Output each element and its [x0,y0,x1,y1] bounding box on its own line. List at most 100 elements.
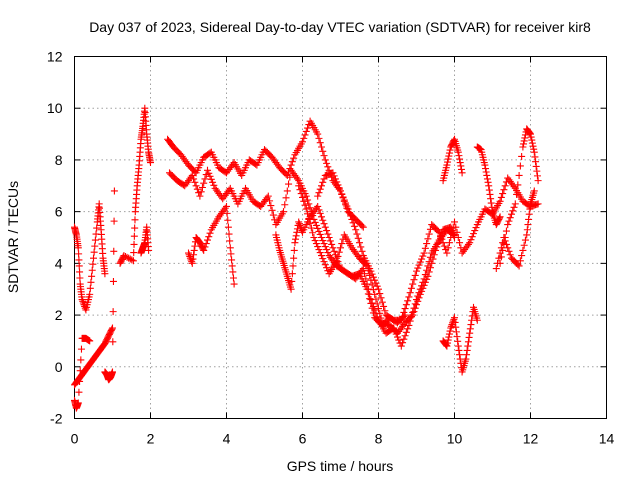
data-point [371,306,379,314]
data-point [362,275,370,283]
data-point [444,155,452,163]
data-point [281,201,289,209]
data-point [399,339,407,347]
data-point [201,243,209,251]
data-point [510,203,518,211]
data-point [416,258,424,266]
data-point [528,139,536,147]
data-point [482,165,490,173]
data-point [371,276,379,284]
data-point [471,227,479,235]
x-axis-label: GPS time / hours [287,458,394,474]
data-point [368,270,376,278]
data-point [87,278,95,286]
data-point [397,316,405,324]
data-point [295,182,303,190]
data-point [75,388,83,396]
data-point [521,131,529,139]
series-track-k [295,182,458,337]
data-point [495,214,503,222]
data-point [302,127,310,135]
data-point [496,197,504,205]
data-point [86,337,94,345]
x-tick-label: 12 [523,431,539,447]
data-point [518,152,526,160]
data-point [306,219,314,227]
data-point [205,233,213,241]
data-point [223,202,230,210]
data-point [307,224,315,232]
data-point [520,241,528,249]
data-point [90,254,97,262]
data-point [451,314,458,322]
data-point [400,308,408,316]
data-point [444,336,452,344]
data-point [282,194,290,202]
data-point [413,267,420,275]
data-point [414,264,422,272]
data-point [488,203,496,211]
data-point [330,172,338,180]
data-point [359,223,367,231]
data-point [533,167,541,175]
data-point [314,243,322,251]
data-point [395,336,403,344]
data-point [401,305,409,313]
data-point [329,244,337,252]
data-point [446,146,454,154]
data-point [295,220,303,228]
data-point [121,252,129,260]
data-point [502,227,510,235]
data-point [445,239,453,247]
data-point [328,240,336,248]
data-point [462,355,470,363]
data-point [485,186,493,194]
data-point [320,220,328,228]
y-tick-label: 6 [55,204,63,220]
data-point [314,224,322,232]
data-point [224,223,232,231]
data-point [525,215,533,223]
data-point [505,217,513,225]
data-point [321,243,329,251]
data-point [319,178,327,186]
data-point [337,187,344,195]
data-point [500,234,508,241]
data-point [343,202,351,210]
data-point [397,342,405,350]
data-point [197,188,205,196]
data-point [338,240,346,248]
data-point [229,274,237,282]
data-point [319,255,327,263]
data-point [75,262,83,270]
data-point [409,280,417,288]
data-point [108,325,116,333]
data-point [467,321,475,329]
data-point [444,339,452,347]
data-point [130,232,138,240]
data-point [363,280,371,288]
data-point [316,139,324,147]
data-point [304,196,312,204]
data-point [318,234,325,241]
data-point [200,179,208,187]
series-track-d [101,187,118,384]
data-point [425,230,433,238]
data-point [350,222,358,230]
data-point [430,251,438,259]
data-point [429,255,437,263]
data-point [297,190,305,198]
data-point [377,294,385,302]
data-point [506,251,514,259]
data-point [404,325,412,333]
data-point [290,154,298,162]
data-point [324,163,332,171]
data-point [147,159,154,167]
data-point [372,295,380,303]
data-point [76,377,84,385]
data-point [206,172,214,180]
data-point [407,312,415,320]
data-point [86,284,94,292]
y-axis-label: SDTVAR / TECUs [5,181,21,293]
data-point [315,189,323,197]
